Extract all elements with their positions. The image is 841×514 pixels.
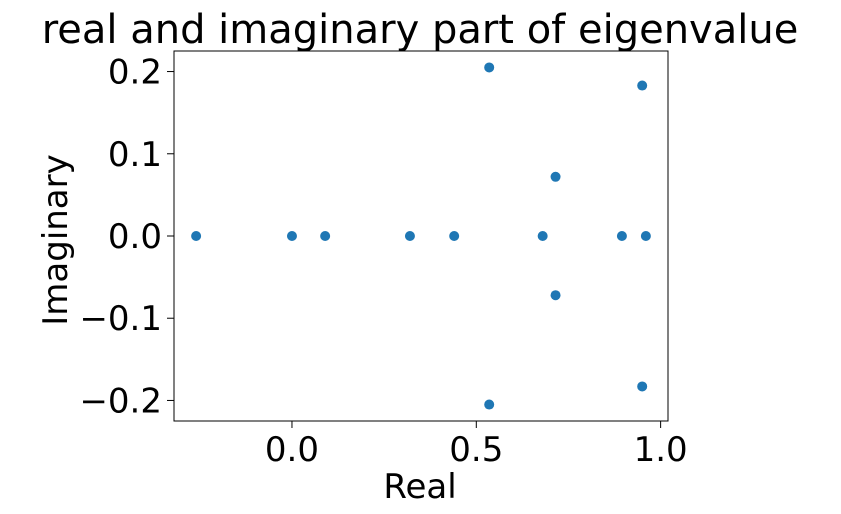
y-tick-label-4: −0.2 bbox=[79, 381, 162, 421]
x-tick-label-2: 1.0 bbox=[634, 430, 688, 470]
data-point-9 bbox=[550, 290, 561, 301]
x-tick-label-1: 0.5 bbox=[449, 430, 503, 470]
y-tick-label-3: −0.1 bbox=[79, 299, 162, 339]
chart-title: real and imaginary part of eigenvalue bbox=[42, 7, 799, 53]
data-point-4 bbox=[449, 231, 460, 241]
x-axis: 0.0 0.5 1.0 bbox=[265, 421, 688, 470]
y-axis: 0.2 0.1 0.0 −0.1 −0.2 bbox=[79, 53, 174, 421]
data-point-7 bbox=[537, 231, 548, 241]
y-tick-label-1: 0.1 bbox=[108, 135, 162, 175]
data-points bbox=[191, 62, 651, 410]
data-point-6 bbox=[484, 399, 495, 410]
data-point-2 bbox=[320, 231, 331, 241]
data-point-13 bbox=[640, 231, 651, 241]
data-point-1 bbox=[286, 231, 297, 241]
data-point-8 bbox=[550, 171, 561, 182]
data-point-3 bbox=[404, 231, 415, 241]
data-point-11 bbox=[637, 80, 648, 91]
data-point-5 bbox=[484, 62, 495, 73]
x-tick-label-0: 0.0 bbox=[265, 430, 319, 470]
y-axis-label: Imaginary bbox=[36, 154, 76, 326]
x-axis-label: Real bbox=[383, 467, 456, 507]
data-point-12 bbox=[637, 381, 648, 392]
plot-area bbox=[173, 50, 669, 422]
data-point-0 bbox=[191, 231, 202, 241]
y-tick-label-0: 0.2 bbox=[108, 53, 162, 93]
data-point-10 bbox=[616, 231, 627, 241]
y-tick-label-2: 0.0 bbox=[108, 217, 162, 257]
